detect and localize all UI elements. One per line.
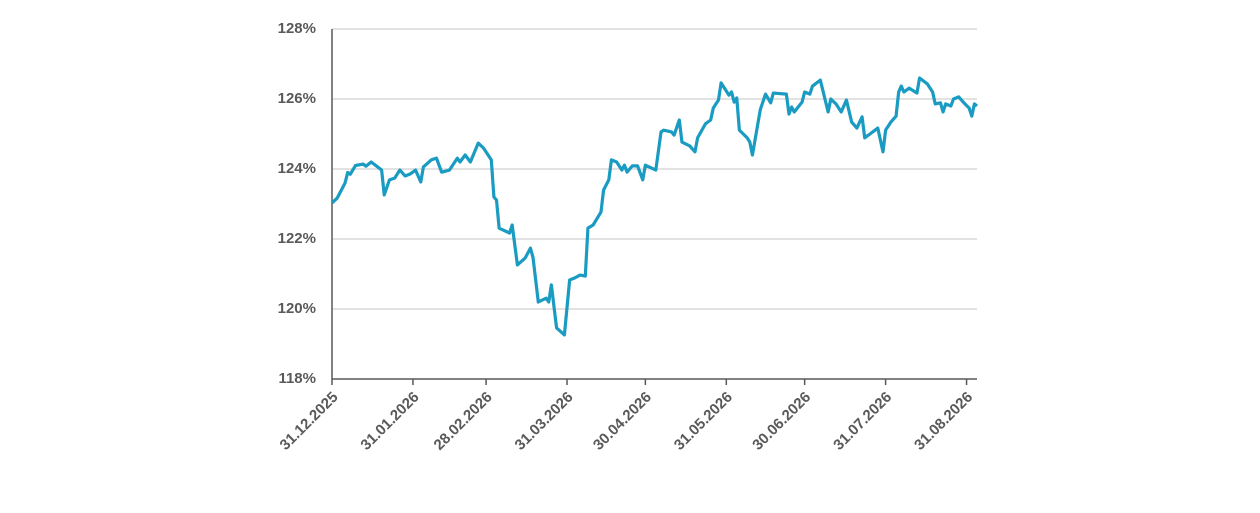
y-tick-label: 124% — [278, 160, 316, 177]
y-tick-label: 126% — [278, 90, 316, 107]
x-tick-label: 31.08.2026 — [911, 389, 976, 454]
y-tick-label: 118% — [278, 370, 316, 387]
data-line — [330, 76, 979, 337]
x-tick-label: 30.04.2026 — [590, 389, 655, 454]
x-tick-label: 31.01.2026 — [357, 389, 422, 454]
x-tick-label: 31.05.2026 — [671, 389, 736, 454]
x-tick-label: 31.12.2025 — [277, 389, 342, 454]
y-tick-label: 128% — [278, 20, 316, 37]
x-tick-label: 28.02.2026 — [431, 389, 496, 454]
x-tick-label: 30.06.2026 — [749, 389, 814, 454]
y-tick-label: 120% — [278, 300, 316, 317]
x-tick-label: 31.03.2026 — [512, 389, 577, 454]
y-tick-label: 122% — [278, 230, 316, 247]
x-tick-label: 31.07.2026 — [830, 389, 895, 454]
